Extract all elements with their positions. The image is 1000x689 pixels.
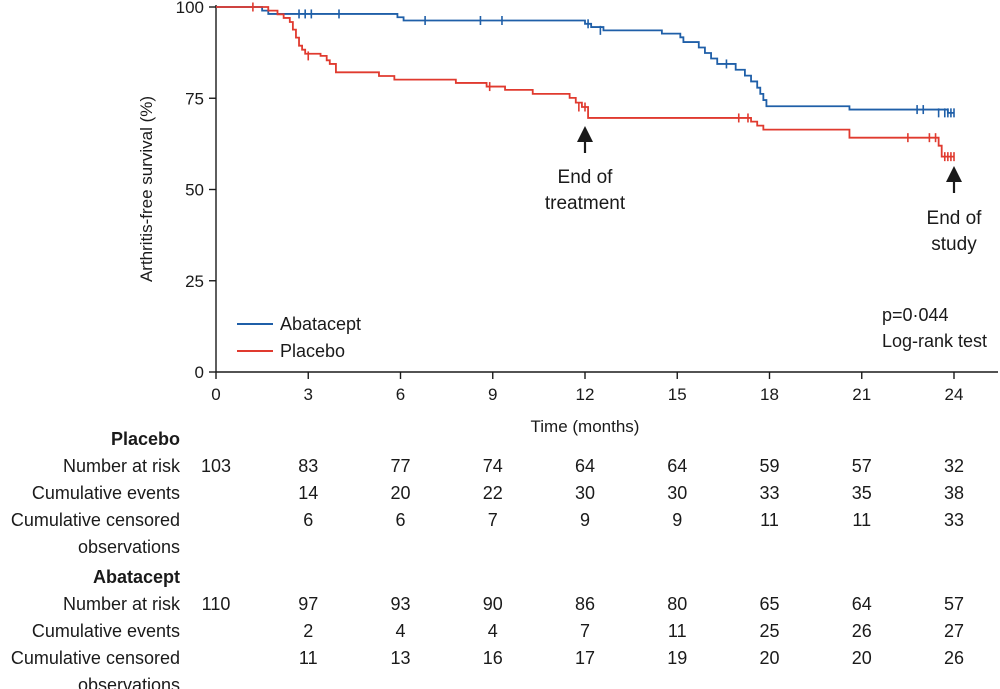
risk-cell: 17 (575, 648, 595, 668)
risk-row-label-cont: observations (78, 675, 180, 689)
legend-label-placebo: Placebo (280, 341, 345, 361)
risk-cell: 35 (852, 483, 872, 503)
risk-cell: 26 (944, 648, 964, 668)
risk-cell: 27 (944, 621, 964, 641)
risk-cell: 103 (201, 456, 231, 476)
risk-cell: 64 (852, 594, 872, 614)
risk-cell: 6 (395, 510, 405, 530)
risk-cell: 4 (395, 621, 405, 641)
annotation-label: End of (558, 167, 614, 188)
risk-cell: 26 (852, 621, 872, 641)
legend-label-abatacept: Abatacept (280, 314, 361, 334)
test-name: Log-rank test (882, 331, 987, 351)
y-tick-label: 75 (185, 89, 204, 108)
risk-cell: 64 (667, 456, 687, 476)
chart-legend: Abatacept Placebo (237, 314, 361, 361)
risk-cell: 11 (852, 510, 871, 530)
risk-cell: 80 (667, 594, 687, 614)
risk-row-label: Cumulative events (32, 621, 180, 641)
annotation-label: study (931, 234, 977, 255)
x-tick-label: 3 (304, 385, 313, 404)
risk-cell: 77 (390, 456, 410, 476)
risk-cell: 74 (483, 456, 503, 476)
risk-cell: 59 (759, 456, 779, 476)
risk-cell: 16 (483, 648, 503, 668)
risk-cell: 9 (580, 510, 590, 530)
risk-cell: 14 (298, 483, 318, 503)
risk-row-label: Cumulative censored (11, 510, 180, 530)
risk-cell: 11 (668, 621, 687, 641)
x-tick-label: 6 (396, 385, 405, 404)
y-tick-label: 100 (176, 0, 204, 17)
risk-cell: 64 (575, 456, 595, 476)
risk-row-label: Number at risk (63, 456, 181, 476)
risk-cell: 22 (483, 483, 503, 503)
risk-cell: 13 (390, 648, 410, 668)
risk-cell: 2 (303, 621, 313, 641)
risk-group-title-placebo: Placebo (111, 429, 180, 449)
x-tick-label: 0 (211, 385, 220, 404)
risk-cell: 97 (298, 594, 318, 614)
risk-cell: 33 (944, 510, 964, 530)
risk-cell: 38 (944, 483, 964, 503)
risk-row-label: Cumulative censored (11, 648, 180, 668)
chart-axes: 0 25 50 75 100 0 3 6 9 12 15 18 21 24 Time (months) Art… (137, 0, 998, 436)
annotation-end-study: End of study (927, 166, 983, 255)
risk-cell: 20 (759, 648, 779, 668)
annotation-arrow-head (946, 166, 962, 182)
risk-cell: 57 (944, 594, 964, 614)
risk-cell: 90 (483, 594, 503, 614)
risk-cell: 83 (298, 456, 318, 476)
risk-cell: 30 (575, 483, 595, 503)
x-tick-label: 24 (945, 385, 964, 404)
x-tick-label: 12 (576, 385, 595, 404)
risk-cell: 9 (672, 510, 682, 530)
risk-cell: 32 (944, 456, 964, 476)
risk-cell: 30 (667, 483, 687, 503)
y-axis-title: Arthritis-free survival (%) (137, 96, 156, 282)
risk-cell: 25 (759, 621, 779, 641)
risk-cell: 6 (303, 510, 313, 530)
risk-cell: 20 (852, 648, 872, 668)
x-tick-label: 18 (760, 385, 779, 404)
risk-cell: 93 (390, 594, 410, 614)
risk-row-label: Cumulative events (32, 483, 180, 503)
y-tick-label: 50 (185, 181, 204, 200)
p-value: p=0·044 (882, 305, 949, 325)
risk-cell: 7 (580, 621, 590, 641)
risk-cell: 65 (759, 594, 779, 614)
annotation-label: End of (927, 208, 983, 229)
y-tick-label: 0 (195, 363, 204, 382)
risk-group-title-abatacept: Abatacept (93, 567, 180, 587)
risk-cell: 20 (390, 483, 410, 503)
risk-row-label: Number at risk (63, 594, 181, 614)
risk-cell: 86 (575, 594, 595, 614)
censor-marks (252, 2, 955, 162)
chart-stats: p=0·044 Log-rank test (882, 305, 987, 351)
risk-cell: 19 (667, 648, 687, 668)
risk-cell: 110 (202, 594, 231, 614)
risk-row-label-cont: observations (78, 537, 180, 557)
series-line-abatacept (216, 6, 954, 114)
x-tick-label: 15 (668, 385, 687, 404)
x-tick-label: 21 (852, 385, 871, 404)
chart-annotations: End of treatment End of study (545, 126, 982, 255)
risk-cell: 33 (759, 483, 779, 503)
risk-cell: 11 (760, 510, 779, 530)
risk-cell: 4 (488, 621, 498, 641)
risk-cell: 57 (852, 456, 872, 476)
x-tick-label: 9 (488, 385, 497, 404)
annotation-label: treatment (545, 193, 626, 214)
risk-cell: 7 (488, 510, 498, 530)
y-tick-label: 25 (185, 272, 204, 291)
chart-series (216, 6, 954, 158)
risk-cell: 11 (299, 648, 318, 668)
annotation-end-treatment: End of treatment (545, 126, 626, 214)
x-axis-title: Time (months) (531, 417, 640, 436)
series-line-placebo (216, 6, 954, 158)
annotation-arrow-head (577, 126, 593, 142)
